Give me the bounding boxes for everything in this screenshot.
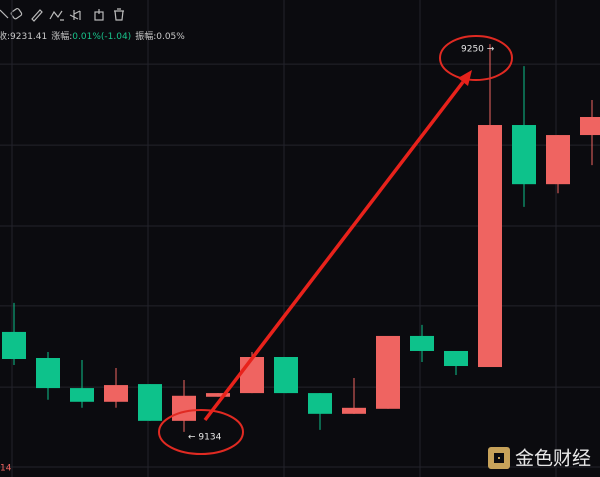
candle-body [36, 358, 60, 389]
brand-icon [488, 447, 510, 469]
brand-icon-mark [494, 453, 504, 463]
candle-body [410, 335, 434, 351]
toolbar [0, 8, 124, 22]
candle-body [478, 125, 502, 368]
candle-body [546, 135, 570, 185]
candle-body [172, 395, 196, 421]
candle-body [138, 384, 162, 421]
annotation: ← 9134 [188, 433, 222, 443]
candle-body [104, 385, 128, 402]
info-item: 振幅:0.05% [135, 30, 185, 42]
brand-logo: 金色财经 [488, 447, 591, 470]
info-item: 0.01%(-1.04) [72, 32, 131, 42]
tool-icon[interactable] [0, 9, 9, 19]
info-item: 涨幅: [51, 30, 72, 42]
info-line: 收:9231.41 涨幅:0.01%(-1.04) 振幅:0.05% [0, 30, 185, 42]
candle-body [376, 335, 400, 409]
tool-icon[interactable] [31, 9, 43, 22]
candle-body [70, 388, 94, 402]
brand-name: 金色财经 [515, 448, 591, 470]
tool-icon[interactable] [10, 8, 23, 20]
candles [2, 44, 600, 432]
tool-icon[interactable] [114, 8, 124, 21]
candle-body [580, 116, 600, 136]
candle-body [342, 407, 366, 414]
highlight-ellipse [439, 35, 513, 81]
highlight-ellipse [158, 409, 244, 455]
candle-body [274, 356, 298, 394]
candle-body [2, 331, 26, 360]
candle-body [206, 393, 230, 397]
annotation: 9250 → [461, 45, 495, 55]
tool-icon[interactable] [69, 10, 81, 20]
arrow-line [203, 80, 465, 422]
corner-label: 14 [0, 464, 12, 474]
candle-body [240, 356, 264, 394]
arrow-head [458, 70, 472, 86]
candle-body [444, 350, 468, 367]
candle-body [512, 125, 536, 185]
candle-body [308, 393, 332, 414]
tool-icon[interactable] [49, 10, 64, 21]
info-item: 收:9231.41 [0, 30, 47, 42]
